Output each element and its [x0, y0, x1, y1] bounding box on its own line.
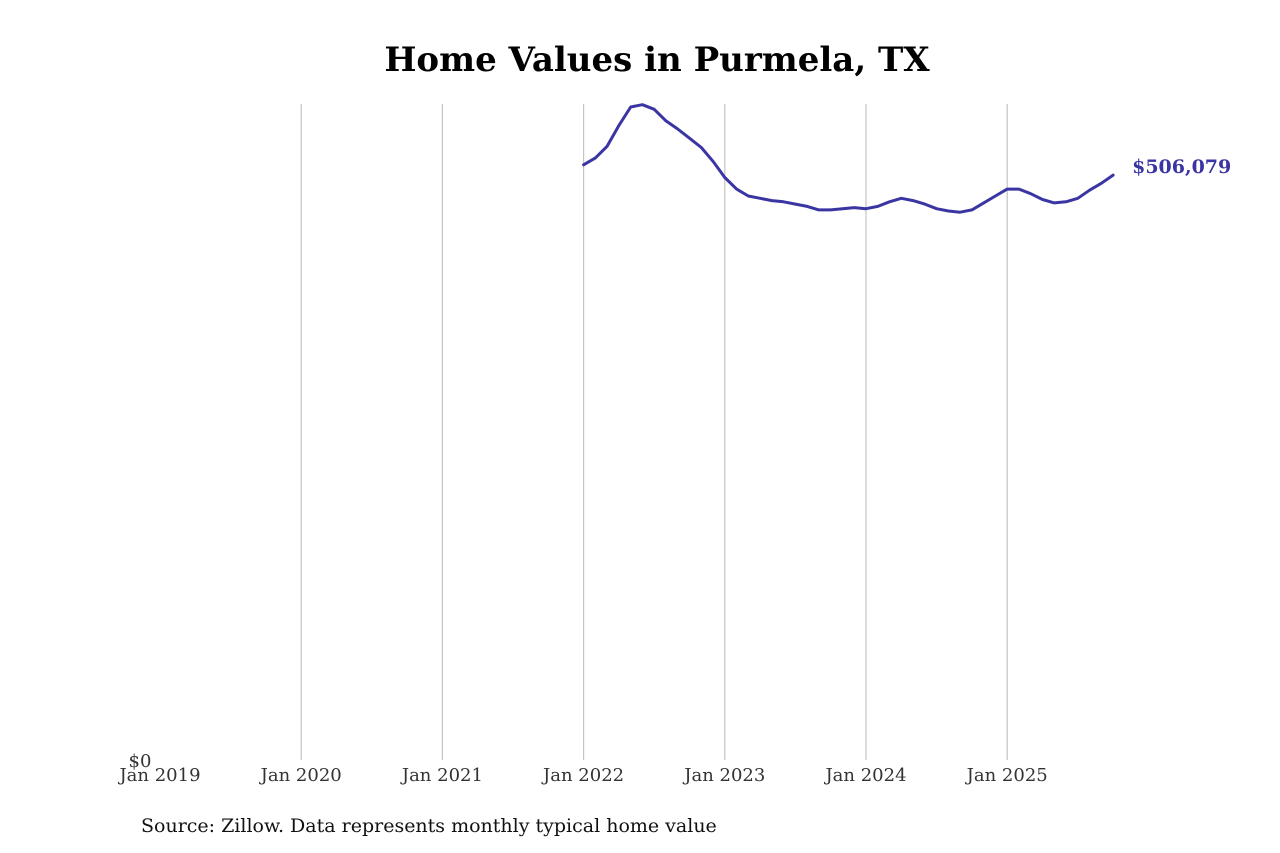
- plot-area: $506,079: [582, 103, 1231, 214]
- x-tick-label: Jan 2024: [823, 765, 906, 786]
- source-note: Source: Zillow. Data represents monthly …: [141, 815, 717, 837]
- x-axis: Jan 2019 Jan 2020 Jan 2021 Jan 2022 Jan 2023…: [117, 765, 1047, 786]
- end-value-label: $506,079: [1132, 156, 1231, 178]
- x-tick-label: Jan 2025: [965, 765, 1048, 786]
- x-tick-label: Jan 2019: [117, 765, 200, 786]
- x-tick-label: Jan 2023: [682, 765, 765, 786]
- chart-title: Home Values in Purmela, TX: [384, 40, 930, 80]
- grid-lines: [300, 104, 1008, 760]
- x-tick-label: Jan 2020: [259, 765, 342, 786]
- y-tick-label: $0: [129, 751, 152, 772]
- x-tick-label: Jan 2021: [400, 765, 483, 786]
- x-tick-label: Jan 2022: [541, 765, 624, 786]
- series-line: [582, 103, 1115, 214]
